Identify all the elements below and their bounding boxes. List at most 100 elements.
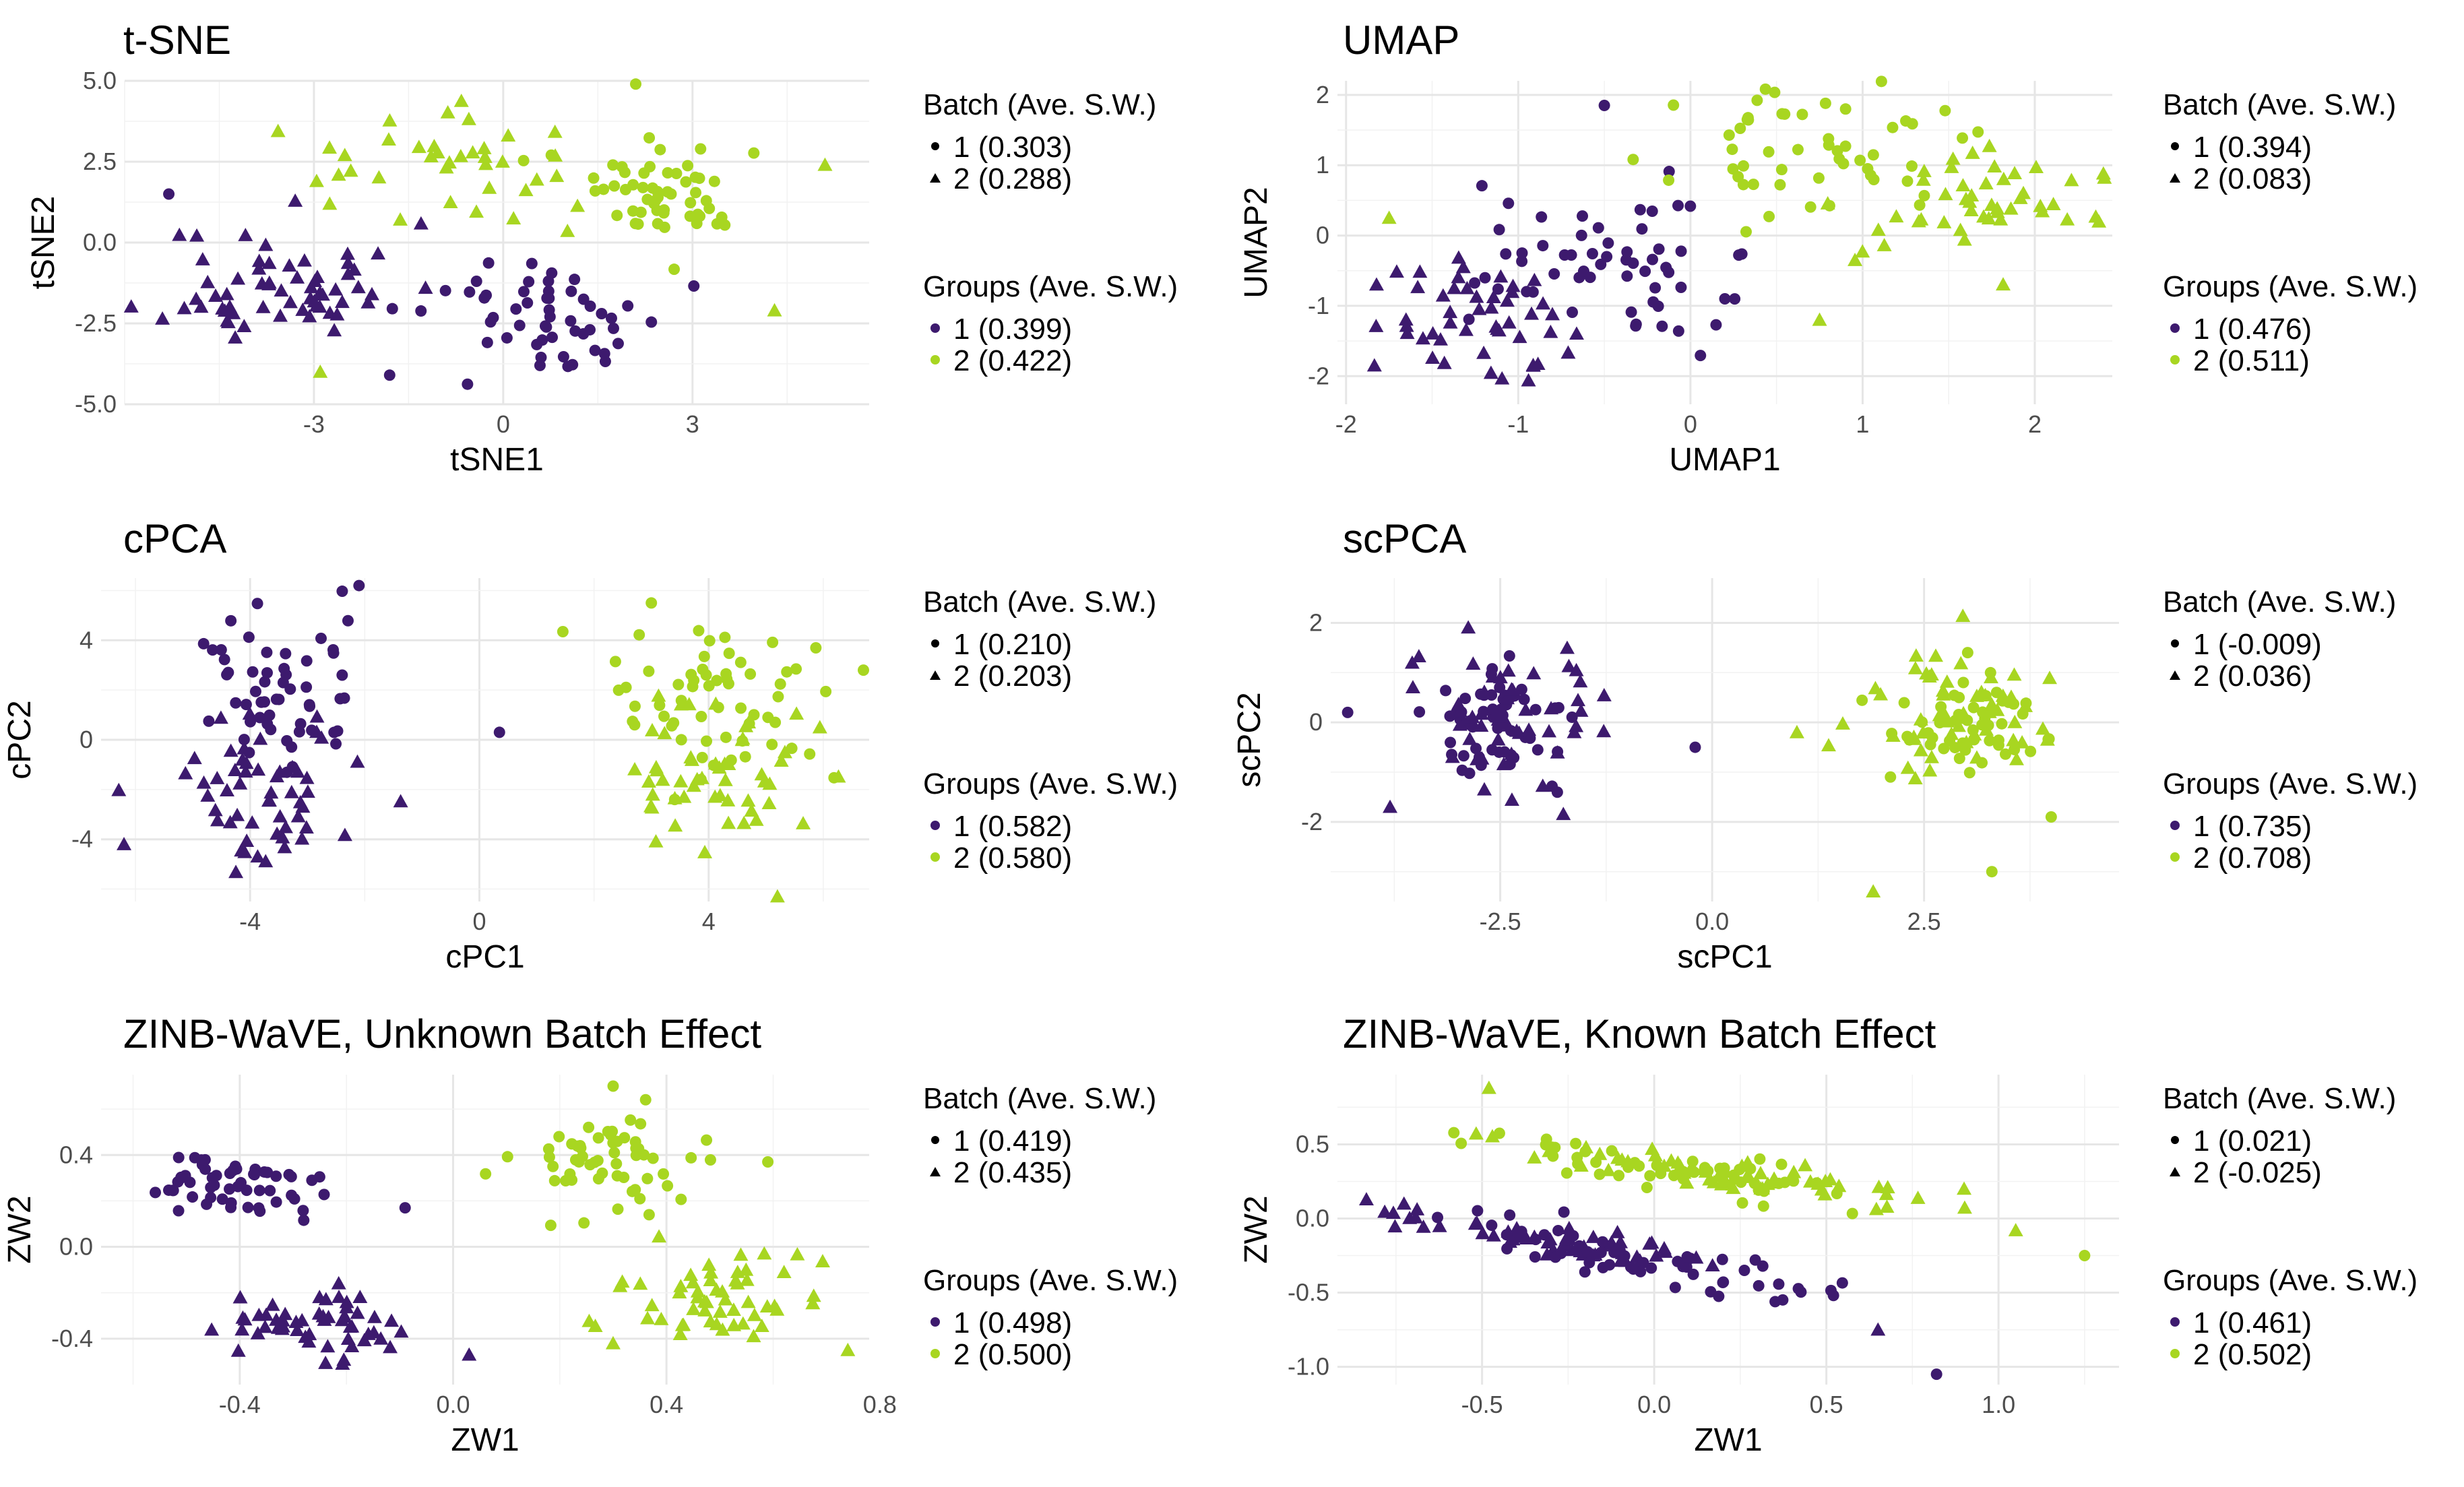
data-point-circle bbox=[1540, 1133, 1552, 1145]
data-point-circle bbox=[1606, 1145, 1618, 1157]
data-point-triangle bbox=[230, 1343, 246, 1357]
y-tick-label: -1 bbox=[1308, 292, 1329, 319]
legend-circle-icon bbox=[931, 1136, 939, 1144]
data-point-triangle bbox=[1924, 749, 1939, 763]
data-point-circle bbox=[1688, 1166, 1700, 1178]
data-point-circle bbox=[235, 1176, 247, 1189]
data-point-triangle bbox=[1474, 706, 1489, 720]
data-point-triangle bbox=[1963, 203, 1979, 217]
data-point-triangle bbox=[350, 280, 366, 294]
panel-title: ZINB-WaVE, Known Batch Effect bbox=[1343, 1011, 1936, 1056]
data-point-triangle bbox=[296, 253, 312, 267]
data-point-triangle bbox=[641, 774, 656, 788]
data-point-triangle bbox=[734, 732, 750, 747]
data-point-circle bbox=[611, 210, 623, 222]
data-point-circle bbox=[1486, 703, 1498, 716]
legend-batch-item: 2 (0.288) bbox=[953, 162, 1072, 195]
data-point-triangle bbox=[242, 706, 257, 720]
data-point-triangle bbox=[307, 274, 323, 287]
data-point-circle bbox=[786, 742, 798, 755]
data-point-circle bbox=[1957, 676, 1969, 689]
data-point-circle bbox=[608, 180, 621, 192]
data-point-circle bbox=[716, 211, 728, 223]
legend-circle-icon bbox=[2171, 639, 2179, 647]
data-point-triangle bbox=[655, 772, 670, 786]
legend-group-item: 2 (0.502) bbox=[2193, 1338, 2312, 1371]
data-point-circle bbox=[658, 1168, 670, 1180]
data-point-circle bbox=[625, 1114, 637, 1126]
data-point-circle bbox=[1656, 320, 1668, 332]
data-point-triangle bbox=[648, 833, 664, 848]
grid bbox=[101, 578, 869, 901]
y-tick-label: -2 bbox=[1308, 362, 1329, 389]
data-point-triangle bbox=[1940, 714, 1955, 728]
data-point-circle bbox=[1593, 1168, 1606, 1180]
y-tick-label: 2 bbox=[1316, 81, 1329, 108]
legend: Batch (Ave. S.W.) 1 (0.021)2 (-0.025) Grou… bbox=[2163, 1082, 2418, 1371]
data-point-triangle bbox=[817, 157, 833, 171]
legend-circle-icon bbox=[931, 142, 939, 150]
data-point-triangle bbox=[762, 776, 778, 790]
grid bbox=[1337, 81, 2112, 404]
data-point-triangle bbox=[340, 255, 356, 270]
data-point-triangle bbox=[322, 140, 338, 154]
panel-2: UMAP -2 -1 0 1 2 -2 -1 0 1 2 UMAP1 UMAP2 Batch (Ave. … bbox=[1238, 18, 2418, 478]
data-point-triangle bbox=[1475, 1226, 1490, 1240]
data-point-circle bbox=[1639, 265, 1651, 278]
data-point-triangle bbox=[1916, 172, 1931, 186]
data-point-triangle bbox=[315, 287, 330, 301]
data-point-circle bbox=[1776, 108, 1788, 120]
data-point-circle bbox=[1590, 1156, 1602, 1168]
y-tick-label: 0 bbox=[1309, 708, 1323, 736]
data-point-circle bbox=[543, 304, 555, 316]
data-point-circle bbox=[1493, 1127, 1505, 1139]
panel-title: UMAP bbox=[1343, 18, 1459, 63]
data-point-triangle bbox=[726, 1317, 742, 1331]
data-point-circle bbox=[1575, 229, 1587, 241]
y-tick-label: 0.0 bbox=[83, 228, 117, 256]
data-point-circle bbox=[1479, 272, 1491, 284]
legend-group-item: 2 (0.422) bbox=[953, 344, 1072, 377]
data-point-triangle bbox=[633, 1276, 648, 1290]
data-point-triangle bbox=[1526, 666, 1542, 680]
data-point-triangle bbox=[2008, 1223, 2023, 1236]
data-point-circle bbox=[353, 579, 365, 592]
data-point-triangle bbox=[187, 751, 202, 765]
data-point-circle bbox=[1953, 753, 1965, 765]
data-point-triangle bbox=[228, 330, 243, 344]
data-point-triangle bbox=[1993, 212, 2009, 226]
data-point-circle bbox=[1555, 1247, 1567, 1259]
data-point-circle bbox=[386, 303, 398, 315]
data-point-triangle bbox=[343, 163, 358, 177]
legend-groups-title: Groups (Ave. S.W.) bbox=[923, 767, 1178, 800]
legend: Batch (Ave. S.W.) 1 (-0.009)2 (0.036) Grou… bbox=[2163, 586, 2418, 875]
data-point-circle bbox=[303, 699, 315, 711]
data-point-circle bbox=[544, 1220, 557, 1232]
data-point-triangle bbox=[478, 156, 493, 170]
data-point-triangle bbox=[337, 827, 352, 842]
data-point-triangle bbox=[668, 818, 683, 832]
data-point-triangle bbox=[1469, 289, 1484, 303]
data-point-circle bbox=[557, 351, 569, 363]
legend-triangle-icon bbox=[2170, 173, 2180, 183]
data-point-circle bbox=[1663, 166, 1675, 178]
data-point-triangle bbox=[322, 196, 338, 210]
x-tick-label: -3 bbox=[303, 410, 325, 438]
data-point-circle bbox=[1885, 771, 1897, 783]
data-point-circle bbox=[197, 637, 210, 650]
legend: Batch (Ave. S.W.) 1 (0.210)2 (0.203) Group… bbox=[923, 586, 1178, 875]
data-point-triangle bbox=[309, 724, 325, 738]
legend-batch-item: 2 (-0.025) bbox=[2193, 1156, 2322, 1189]
data-point-triangle bbox=[204, 1322, 220, 1336]
legend-groups-title: Groups (Ave. S.W.) bbox=[923, 1264, 1178, 1297]
data-point-circle bbox=[1521, 286, 1533, 298]
data-point-triangle bbox=[749, 812, 764, 826]
data-point-circle bbox=[238, 734, 250, 746]
data-point-triangle bbox=[2042, 670, 2058, 685]
data-point-circle bbox=[1636, 223, 1648, 235]
x-tick-label: 0.8 bbox=[863, 1391, 897, 1418]
data-point-triangle bbox=[232, 776, 248, 790]
data-point-circle bbox=[1684, 200, 1697, 212]
data-point-circle bbox=[1773, 1278, 1785, 1290]
data-point-circle bbox=[589, 344, 601, 356]
